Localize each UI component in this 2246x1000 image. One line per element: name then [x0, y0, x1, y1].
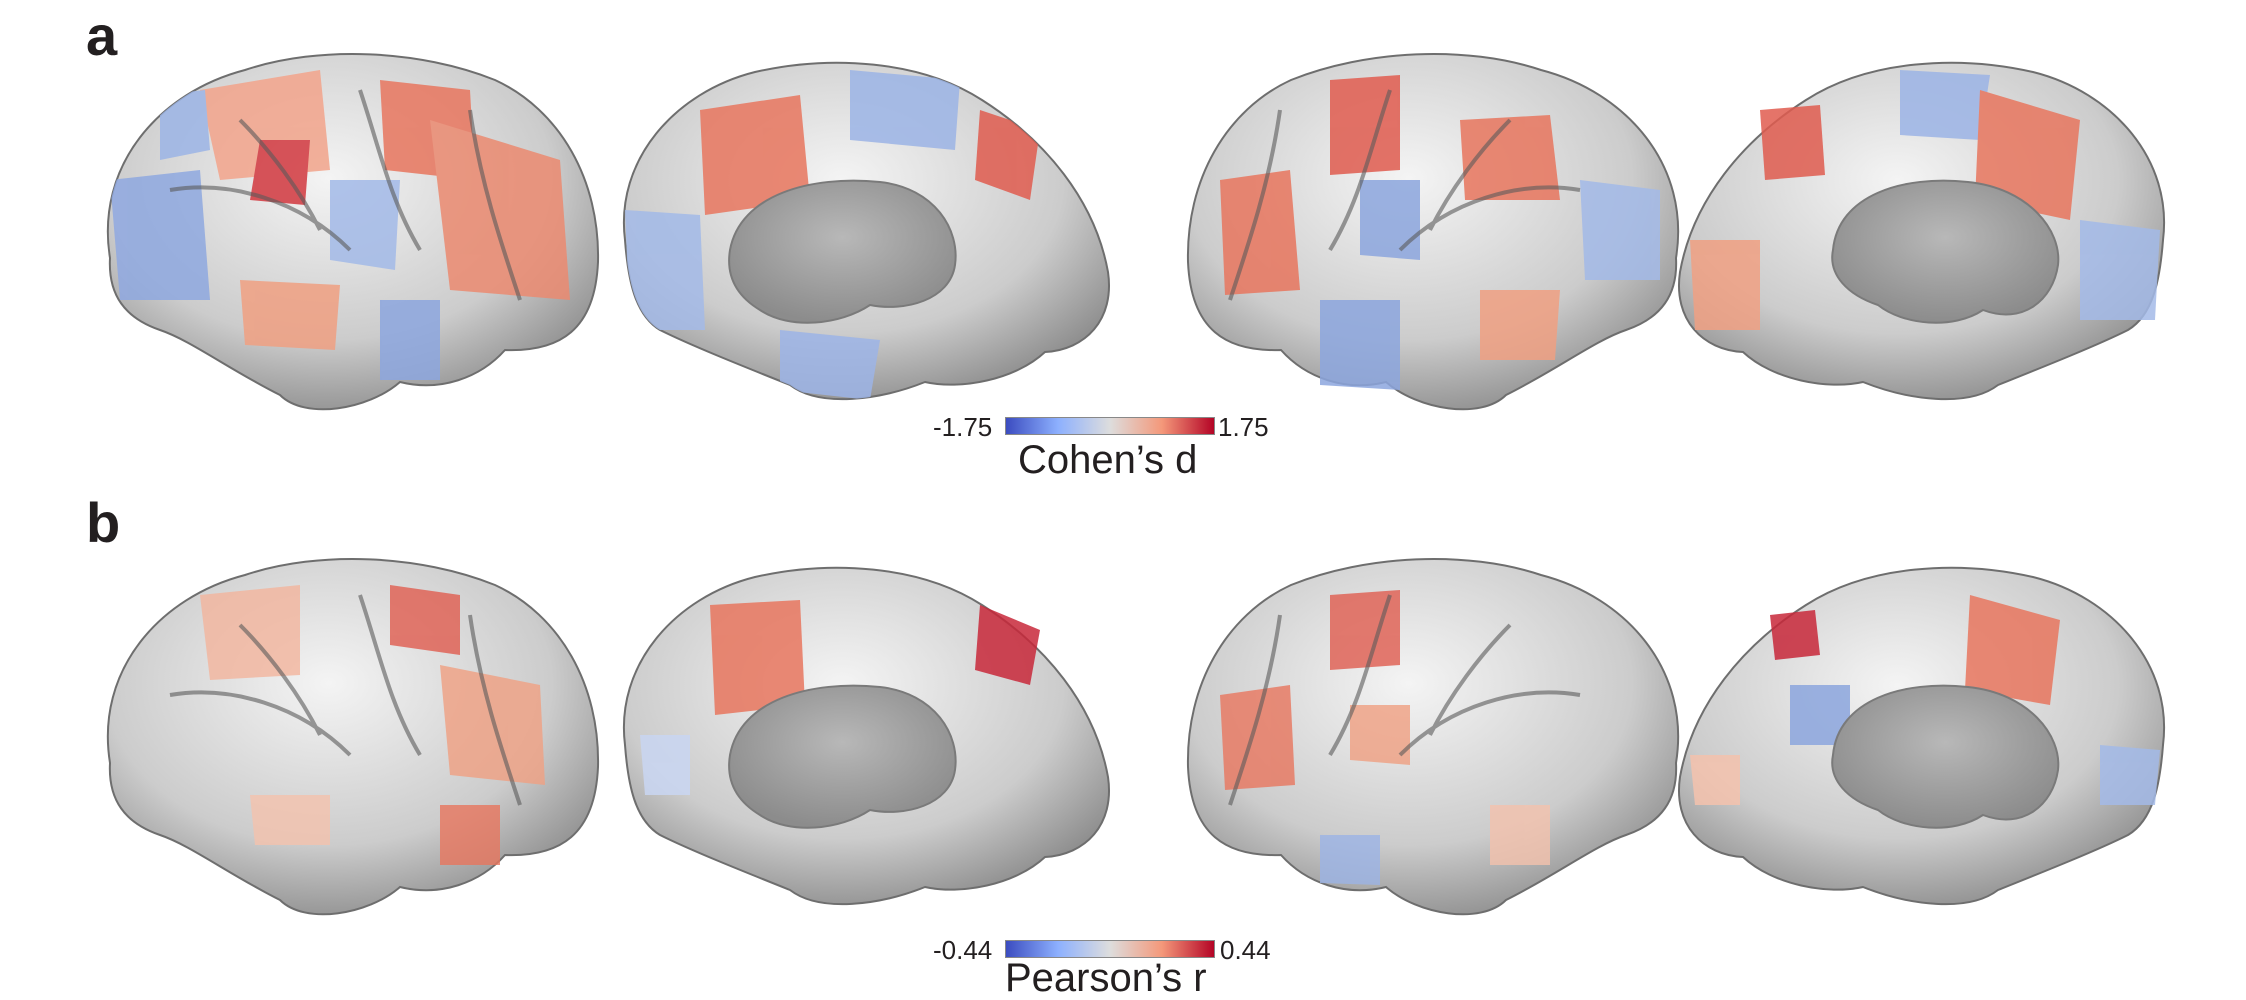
colorbar-b-max-label: 0.44	[1220, 935, 1271, 965]
brain-a-right-medial	[1678, 61, 2166, 401]
brain-b-right-medial	[1678, 566, 2166, 906]
panel-label-b: b	[86, 491, 121, 554]
brain-b-right-lateral	[1186, 558, 1680, 916]
panel-label-a: a	[86, 4, 118, 67]
colorbar-a-max-label: 1.75	[1218, 412, 1269, 442]
colorbar-a-title: Cohen’s d	[1018, 438, 1198, 482]
colorbar-b-min-label: -0.44	[933, 935, 993, 965]
brain-b-left-medial	[622, 566, 1110, 906]
colorbar-a-min-label: -1.75	[933, 412, 993, 442]
colorbar-b	[1005, 940, 1215, 958]
brain-a-left-lateral	[106, 53, 600, 411]
colorbar-b-title: Pearson’s r	[1005, 956, 1207, 1000]
brain-a-left-medial	[622, 61, 1110, 401]
brain-b-left-lateral	[106, 558, 600, 916]
brain-a-right-lateral	[1186, 53, 1680, 411]
colorbar-a	[1005, 417, 1215, 435]
